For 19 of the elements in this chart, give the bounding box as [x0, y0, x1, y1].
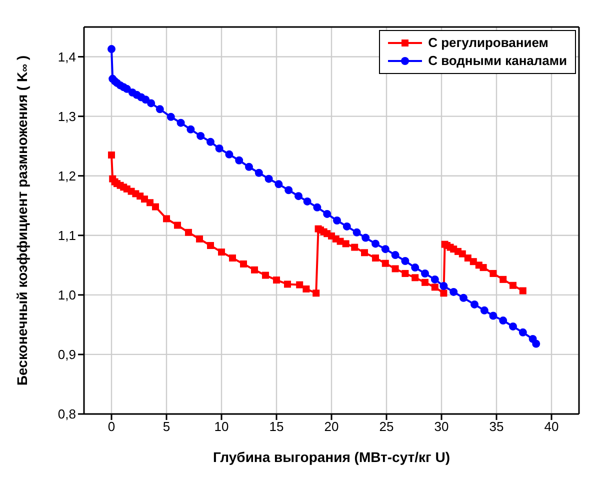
y-tick-label: 0,8: [58, 406, 76, 422]
x-tick-label: 20: [324, 419, 339, 434]
legend-label: С водными каналами: [428, 52, 567, 70]
y-tick-label: 1,4: [58, 49, 76, 64]
y-tick-label: 0,9: [58, 347, 76, 362]
y-tick-label: 1,0: [58, 288, 76, 303]
x-tick-label: 10: [214, 419, 229, 434]
x-tick-label: 30: [434, 419, 449, 434]
x-tick-label: 5: [162, 419, 170, 434]
legend-label: С регулированием: [428, 34, 548, 52]
y-tick-label: 1,3: [58, 108, 76, 124]
x-tick-label: 40: [544, 419, 559, 434]
x-axis-title: Глубина выгорания (МВт-сут/кг U): [212, 449, 450, 465]
x-tick-label: 0: [108, 419, 116, 434]
y-tick-label: 1,1: [58, 228, 76, 243]
y-tick-label: 1,2: [58, 168, 76, 184]
x-tick-label: 35: [489, 419, 504, 434]
x-tick-label: 25: [379, 419, 394, 434]
x-tick-label: 15: [269, 419, 284, 434]
